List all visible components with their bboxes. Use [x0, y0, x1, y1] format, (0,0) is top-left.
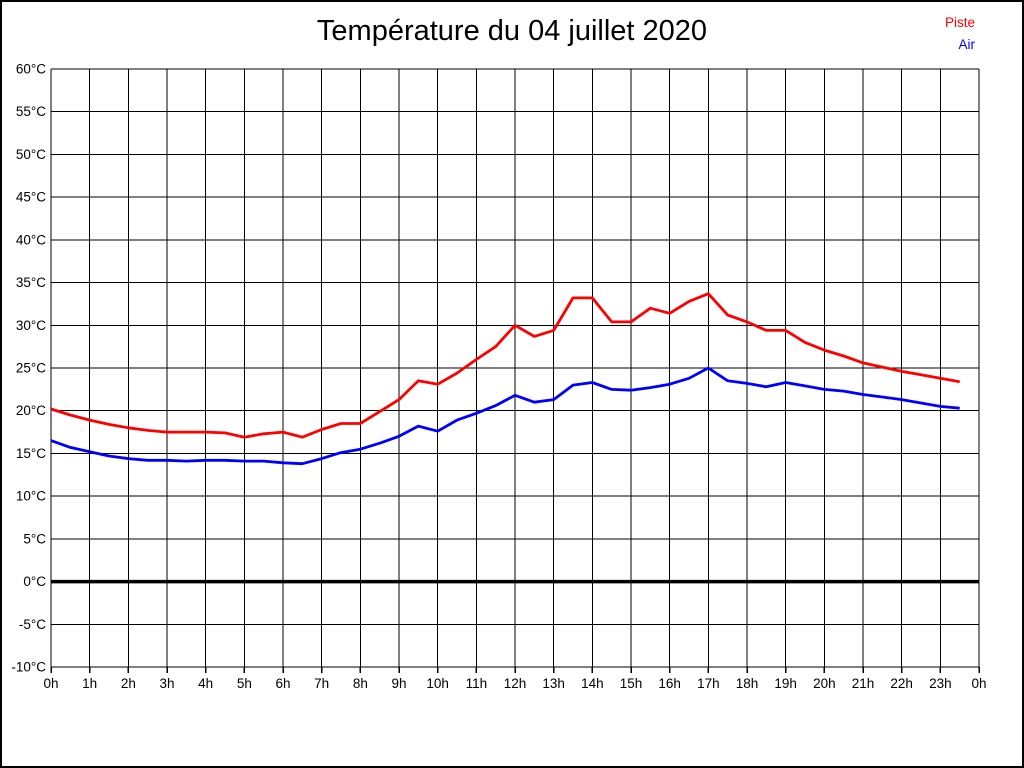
x-axis-tick-label: 19h: [774, 676, 797, 691]
y-axis-tick-label: 25°C: [16, 361, 46, 376]
y-axis-tick-label: 5°C: [23, 531, 46, 546]
x-axis-tick-label: 11h: [466, 676, 488, 691]
y-axis-tick-label: 35°C: [16, 275, 46, 290]
x-axis-tick-label: 18h: [736, 676, 759, 691]
x-axis-tick-label: 23h: [929, 676, 952, 691]
x-axis-tick-label: 0h: [43, 676, 58, 691]
x-axis-tick-label: 0h: [971, 676, 986, 691]
x-axis-tick-label: 20h: [813, 676, 836, 691]
y-axis-tick-label: 40°C: [16, 232, 46, 247]
x-axis-tick-label: 6h: [275, 676, 290, 691]
y-axis-tick-label: 10°C: [16, 489, 46, 504]
y-axis-tick-label: 0°C: [23, 574, 46, 589]
y-axis-tick-label: 60°C: [16, 62, 46, 77]
chart-title: Température du 04 juillet 2020: [316, 15, 708, 47]
y-axis-tick-label: -10°C: [11, 660, 46, 675]
y-axis-tick-label: 55°C: [16, 104, 46, 119]
x-axis-tick-label: 12h: [504, 676, 527, 691]
x-axis-tick-label: 21h: [852, 676, 875, 691]
x-axis-tick-label: 15h: [620, 676, 643, 691]
legend-item-air: Air: [958, 37, 976, 52]
x-axis-tick-label: 14h: [581, 676, 604, 691]
y-axis-tick-label: 45°C: [16, 190, 46, 205]
x-axis-tick-label: 13h: [542, 676, 565, 691]
x-axis-tick-label: 4h: [198, 676, 213, 691]
x-axis-tick-label: 2h: [121, 676, 136, 691]
y-axis-tick-label: 30°C: [16, 318, 46, 333]
x-axis-tick-label: 22h: [890, 676, 913, 691]
x-axis-tick-label: 7h: [314, 676, 329, 691]
x-axis-tick-label: 10h: [426, 676, 449, 691]
x-axis-tick-label: 17h: [697, 676, 720, 691]
legend-item-piste: Piste: [944, 15, 975, 30]
y-axis-tick-label: 50°C: [16, 147, 46, 162]
x-axis-tick-label: 16h: [658, 676, 681, 691]
y-axis-tick-label: 20°C: [16, 403, 46, 418]
y-axis-tick-label: 15°C: [16, 446, 46, 461]
x-axis-tick-label: 5h: [237, 676, 252, 691]
x-axis-tick-label: 3h: [159, 676, 174, 691]
x-axis-tick-label: 1h: [82, 676, 97, 691]
x-axis-tick-label: 9h: [391, 676, 406, 691]
piste-temperature-line: [50, 292, 960, 439]
y-axis-tick-label: -5°C: [19, 617, 46, 632]
air-temperature-line: [50, 366, 960, 466]
x-axis-tick-label: 8h: [353, 676, 368, 691]
chart-legend: Piste Air: [945, 12, 975, 56]
